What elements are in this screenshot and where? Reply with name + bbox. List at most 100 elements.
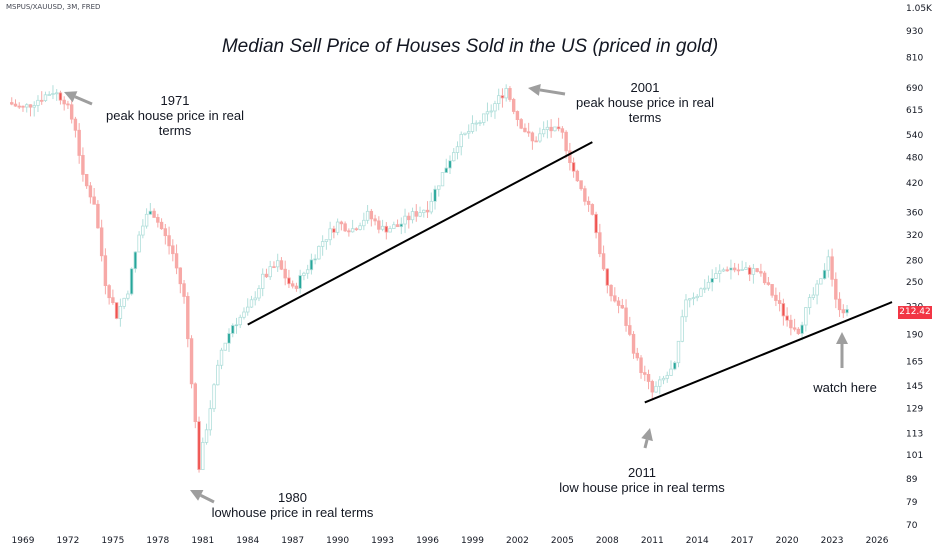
x-tick-label: 2020 [776, 536, 799, 546]
candle [841, 304, 846, 319]
y-tick-label: 540 [906, 131, 923, 141]
annotation-1971: 1971 peak house price in real terms [90, 93, 260, 138]
candle [549, 119, 553, 138]
annotation-2011-text: low house price in real terms [559, 480, 725, 495]
candle [736, 263, 741, 276]
candle [598, 223, 602, 258]
annotation-arrows [64, 83, 848, 504]
y-tick-label: 250 [906, 278, 923, 288]
candle [66, 100, 70, 109]
candle [732, 262, 737, 273]
candle [770, 284, 774, 298]
candle [163, 224, 168, 245]
candle [777, 292, 782, 312]
y-tick-label: 113 [906, 430, 923, 440]
time-axis[interactable]: 1969 1972 1975 1978 1981 1984 1987 1990 1993 1996… [12, 536, 889, 546]
candle [575, 169, 580, 183]
candle [762, 270, 767, 285]
candle [661, 375, 666, 385]
candle [418, 206, 422, 218]
candle [482, 113, 486, 126]
candle [766, 276, 771, 286]
x-tick-label: 1981 [191, 536, 214, 546]
candle [339, 220, 344, 231]
candle [410, 207, 415, 224]
annotation-2001-text: peak house price in real terms [575, 95, 715, 125]
candlestick-series [10, 84, 849, 473]
candle [219, 347, 224, 370]
chart-title: Median Sell Price of Houses Sold in the … [221, 36, 719, 57]
candle [373, 214, 377, 226]
candle [530, 131, 535, 150]
trendline[interactable] [644, 301, 893, 404]
candle [534, 136, 538, 143]
candle [717, 264, 722, 283]
price-axis[interactable]: 1.05K93081069061554048042036032028025022… [906, 4, 932, 531]
candle [511, 97, 516, 115]
candle [616, 297, 621, 314]
x-tick-label: 2008 [596, 536, 619, 546]
candle [440, 172, 445, 187]
candle [444, 158, 448, 173]
candle [583, 185, 587, 206]
y-tick-label: 810 [906, 54, 923, 64]
candle [403, 208, 407, 234]
candle [437, 185, 441, 197]
trendlines [247, 141, 893, 404]
candle [201, 437, 205, 470]
candle [343, 221, 347, 232]
candle [290, 280, 295, 289]
candle [350, 219, 355, 233]
candle [845, 305, 849, 317]
candle [122, 297, 126, 310]
candle [73, 116, 78, 138]
candle [141, 219, 145, 239]
candle [837, 292, 842, 317]
candle [714, 267, 718, 279]
annotation-1980-year: 1980 [278, 490, 307, 505]
candle [193, 382, 197, 429]
y-tick-label: 190 [906, 330, 923, 340]
candle [706, 275, 711, 291]
candle [287, 269, 291, 289]
candle [257, 285, 261, 302]
y-tick-label: 145 [906, 382, 923, 392]
last-price-tag: 212.42 [898, 306, 932, 319]
candle [335, 218, 340, 236]
candle [144, 208, 149, 229]
candle [84, 174, 89, 189]
candle [47, 91, 51, 96]
arrow [641, 428, 653, 449]
y-tick-label: 70 [906, 521, 918, 531]
candle [721, 267, 726, 272]
candle [665, 371, 669, 383]
candle [725, 266, 729, 272]
candle [635, 347, 639, 361]
annotation-1980: 1980 lowhouse price in real terms [210, 490, 375, 520]
candle [789, 314, 793, 336]
candle [313, 254, 317, 265]
candle [178, 267, 183, 294]
candle [111, 289, 115, 305]
x-tick-label: 2026 [866, 536, 889, 546]
candle [186, 292, 190, 348]
candle [309, 253, 314, 275]
candle [800, 321, 804, 341]
candle [332, 225, 336, 239]
candle [624, 299, 628, 332]
candle [448, 155, 452, 174]
candle [478, 120, 482, 127]
candle [92, 187, 96, 205]
candle [807, 294, 812, 315]
x-tick-label: 1990 [326, 536, 349, 546]
trendline[interactable] [247, 141, 593, 326]
candle [384, 222, 389, 240]
candle [253, 291, 257, 306]
candle [729, 259, 733, 280]
x-tick-label: 1996 [416, 536, 439, 546]
x-tick-label: 1999 [461, 536, 484, 546]
candle [103, 248, 108, 295]
candle [392, 221, 396, 229]
candle [586, 196, 591, 212]
